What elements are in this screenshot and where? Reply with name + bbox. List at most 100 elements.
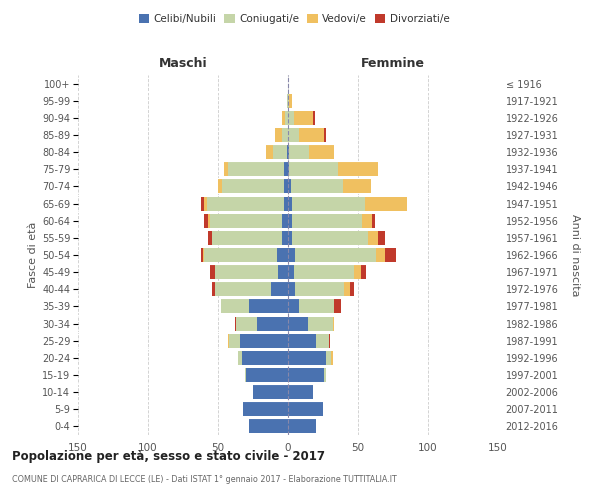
Bar [288, 368, 325, 382]
Bar [284, 162, 288, 176]
Bar [361, 265, 367, 279]
Bar [204, 196, 207, 210]
Bar [283, 231, 288, 245]
Bar [288, 334, 316, 347]
Bar [288, 420, 316, 434]
Bar [293, 111, 313, 125]
Bar [228, 162, 284, 176]
Bar [212, 282, 215, 296]
Bar [203, 248, 204, 262]
Bar [376, 248, 385, 262]
Bar [204, 248, 277, 262]
Bar [313, 111, 314, 125]
Bar [208, 231, 212, 245]
Bar [316, 334, 329, 347]
Bar [218, 180, 222, 194]
Bar [283, 128, 288, 142]
Bar [207, 196, 284, 210]
Bar [224, 162, 228, 176]
Bar [288, 111, 293, 125]
Bar [288, 282, 295, 296]
Bar [288, 231, 292, 245]
Y-axis label: Anni di nascita: Anni di nascita [569, 214, 580, 296]
Bar [344, 282, 350, 296]
Bar [278, 265, 288, 279]
Bar [288, 145, 289, 159]
Bar [338, 162, 377, 176]
Bar [221, 300, 249, 314]
Bar [299, 128, 325, 142]
Bar [229, 334, 241, 347]
Bar [343, 180, 371, 194]
Text: Maschi: Maschi [158, 57, 208, 70]
Bar [372, 214, 375, 228]
Bar [243, 402, 288, 416]
Bar [284, 196, 288, 210]
Bar [287, 145, 288, 159]
Bar [242, 351, 288, 365]
Bar [228, 334, 229, 347]
Bar [354, 265, 361, 279]
Bar [385, 248, 396, 262]
Bar [295, 282, 344, 296]
Bar [288, 180, 291, 194]
Bar [257, 316, 288, 330]
Bar [275, 128, 283, 142]
Bar [241, 334, 288, 347]
Bar [288, 196, 292, 210]
Bar [288, 128, 299, 142]
Bar [249, 420, 288, 434]
Bar [293, 265, 354, 279]
Bar [329, 334, 330, 347]
Bar [272, 145, 287, 159]
Bar [209, 214, 283, 228]
Bar [235, 316, 236, 330]
Legend: Celibi/Nubili, Coniugati/e, Vedovi/e, Divorziati/e: Celibi/Nubili, Coniugati/e, Vedovi/e, Di… [134, 10, 454, 29]
Bar [325, 128, 326, 142]
Bar [201, 248, 203, 262]
Bar [283, 214, 288, 228]
Bar [309, 145, 334, 159]
Bar [288, 94, 289, 108]
Bar [288, 402, 323, 416]
Bar [288, 265, 293, 279]
Bar [246, 368, 288, 382]
Bar [362, 214, 372, 228]
Bar [333, 316, 334, 330]
Y-axis label: Fasce di età: Fasce di età [28, 222, 38, 288]
Bar [212, 231, 283, 245]
Bar [209, 265, 215, 279]
Bar [283, 111, 285, 125]
Bar [277, 248, 288, 262]
Bar [291, 180, 343, 194]
Bar [253, 385, 288, 399]
Text: Femmine: Femmine [361, 57, 425, 70]
Bar [238, 351, 242, 365]
Bar [284, 180, 288, 194]
Bar [222, 180, 284, 194]
Bar [288, 385, 313, 399]
Bar [292, 196, 365, 210]
Bar [326, 351, 331, 365]
Bar [287, 94, 288, 108]
Bar [308, 316, 333, 330]
Bar [377, 231, 385, 245]
Bar [288, 316, 308, 330]
Bar [215, 282, 271, 296]
Bar [368, 231, 377, 245]
Bar [350, 282, 354, 296]
Bar [215, 265, 278, 279]
Bar [292, 231, 368, 245]
Text: Popolazione per età, sesso e stato civile - 2017: Popolazione per età, sesso e stato civil… [12, 450, 325, 463]
Bar [288, 162, 289, 176]
Bar [201, 196, 204, 210]
Bar [289, 145, 309, 159]
Bar [288, 351, 326, 365]
Bar [285, 111, 288, 125]
Bar [365, 196, 407, 210]
Bar [325, 368, 326, 382]
Bar [271, 282, 288, 296]
Bar [289, 162, 338, 176]
Bar [288, 300, 299, 314]
Bar [289, 94, 292, 108]
